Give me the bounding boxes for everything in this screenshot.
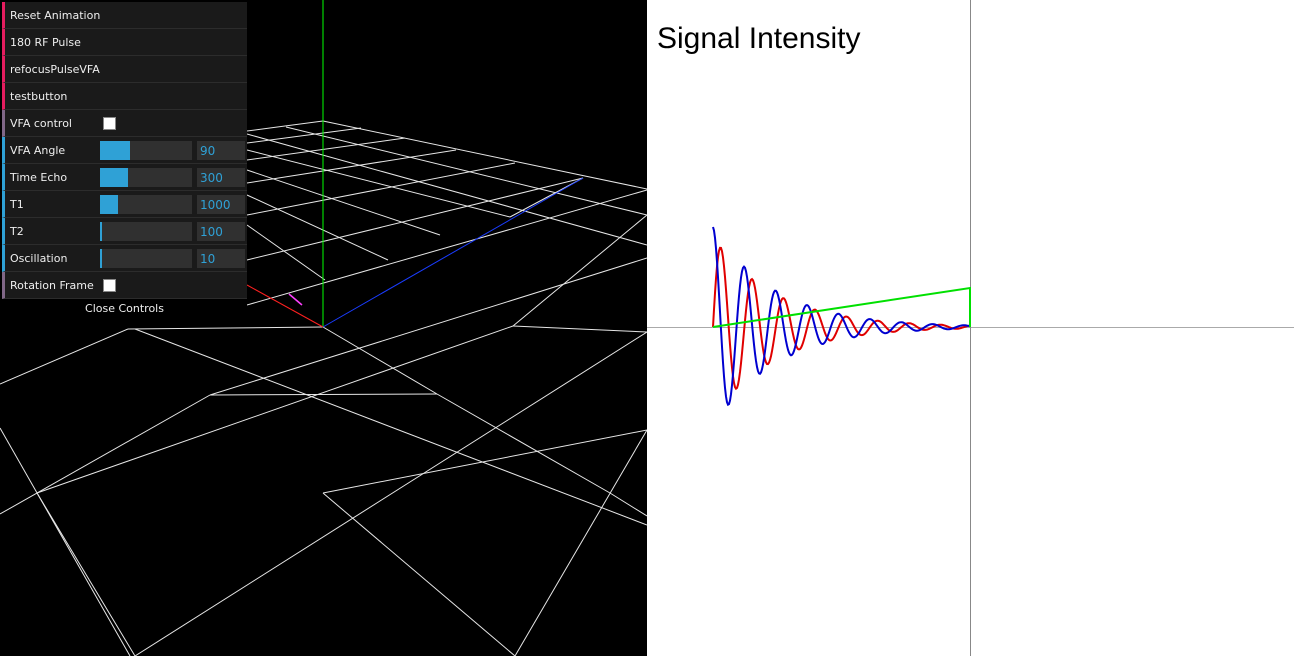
grid-line xyxy=(246,189,647,306)
z-axis-line xyxy=(322,177,584,328)
grid-line xyxy=(127,326,324,330)
grid-line xyxy=(246,120,324,132)
signal-intensity-panel: Signal Intensity xyxy=(647,0,1294,656)
t2-label: T2 xyxy=(10,224,24,238)
x-axis-line xyxy=(246,284,324,328)
vfa-angle-row: VFA Angle 90 xyxy=(2,137,247,164)
rotation-frame-row: Rotation Frame xyxy=(2,272,247,299)
time-echo-input[interactable]: 300 xyxy=(197,168,245,187)
refocus-pulse-vfa-button[interactable]: refocusPulseVFA xyxy=(2,56,247,83)
t2-slider[interactable] xyxy=(100,222,192,241)
grid-line xyxy=(514,429,647,656)
slider-fill xyxy=(100,222,102,241)
grid-line xyxy=(246,149,511,218)
grid-line xyxy=(512,214,647,327)
vfa-control-checkbox[interactable] xyxy=(103,116,116,130)
grid-line xyxy=(436,393,611,494)
signal-plot xyxy=(647,0,1294,656)
button-label: testbutton xyxy=(10,89,68,103)
slider-fill xyxy=(100,249,102,268)
grid-line xyxy=(246,127,362,144)
grid-line xyxy=(246,133,647,246)
rotation-frame-checkbox[interactable] xyxy=(103,278,116,292)
grid-line xyxy=(246,162,516,216)
grid-line xyxy=(285,126,647,216)
grid-line xyxy=(322,492,516,656)
grid-line xyxy=(246,177,584,261)
blue-signal-curve xyxy=(712,226,971,407)
vfa-angle-label: VFA Angle xyxy=(10,143,66,157)
vfa-angle-slider[interactable] xyxy=(100,141,192,160)
grid-line xyxy=(246,224,326,281)
rf-180-pulse-button[interactable]: 180 RF Pulse xyxy=(2,29,247,56)
grid-line xyxy=(36,492,136,656)
t2-row: T2 100 xyxy=(2,218,247,245)
slider-fill xyxy=(100,141,131,160)
grid-line xyxy=(209,393,438,396)
vfa-control-label: VFA control xyxy=(10,116,72,130)
grid-line xyxy=(322,326,438,395)
t1-slider[interactable] xyxy=(100,195,192,214)
grid-line xyxy=(36,325,514,494)
grid-line xyxy=(246,137,406,161)
grid-line xyxy=(0,394,211,515)
time-echo-label: Time Echo xyxy=(10,170,68,184)
red-signal-curve xyxy=(712,246,971,391)
grid-line xyxy=(246,194,389,261)
grid-line xyxy=(322,120,647,190)
t1-label: T1 xyxy=(10,197,24,211)
green-envelope-line xyxy=(712,286,971,328)
grid-line xyxy=(209,257,647,396)
grid-line xyxy=(322,429,647,494)
rotation-frame-label: Rotation Frame xyxy=(10,278,94,292)
magnetization-vector xyxy=(288,293,303,306)
grid-line xyxy=(0,328,129,385)
testbutton-button[interactable]: testbutton xyxy=(2,83,247,110)
vfa-angle-input[interactable]: 90 xyxy=(197,141,245,160)
vfa-control-row: VFA control xyxy=(2,110,247,137)
oscillation-slider[interactable] xyxy=(100,249,192,268)
oscillation-row: Oscillation 10 xyxy=(2,245,247,272)
grid-line xyxy=(512,325,647,333)
grid-line xyxy=(609,492,647,517)
3d-grid-svg xyxy=(0,0,647,656)
controls-panel: Reset Animation 180 RF Pulse refocusPuls… xyxy=(2,2,247,319)
button-label: Reset Animation xyxy=(10,8,101,22)
time-echo-row: Time Echo 300 xyxy=(2,164,247,191)
slider-fill xyxy=(100,168,128,187)
button-label: 180 RF Pulse xyxy=(10,35,81,49)
t2-input[interactable]: 100 xyxy=(197,222,245,241)
oscillation-input[interactable]: 10 xyxy=(197,249,245,268)
grid-line xyxy=(246,169,441,236)
grid-line xyxy=(134,331,647,656)
t1-row: T1 1000 xyxy=(2,191,247,218)
grid-line xyxy=(0,427,131,656)
grid-plane xyxy=(0,120,647,656)
t1-input[interactable]: 1000 xyxy=(197,195,245,214)
grid-line xyxy=(134,328,647,526)
time-echo-slider[interactable] xyxy=(100,168,192,187)
slider-fill xyxy=(100,195,119,214)
close-controls-button[interactable]: Close Controls xyxy=(2,299,247,319)
signal-title: Signal Intensity xyxy=(657,22,861,55)
button-label: refocusPulseVFA xyxy=(10,62,100,76)
oscillation-label: Oscillation xyxy=(10,251,68,265)
grid-line xyxy=(246,149,457,184)
reset-animation-button[interactable]: Reset Animation xyxy=(2,2,247,29)
